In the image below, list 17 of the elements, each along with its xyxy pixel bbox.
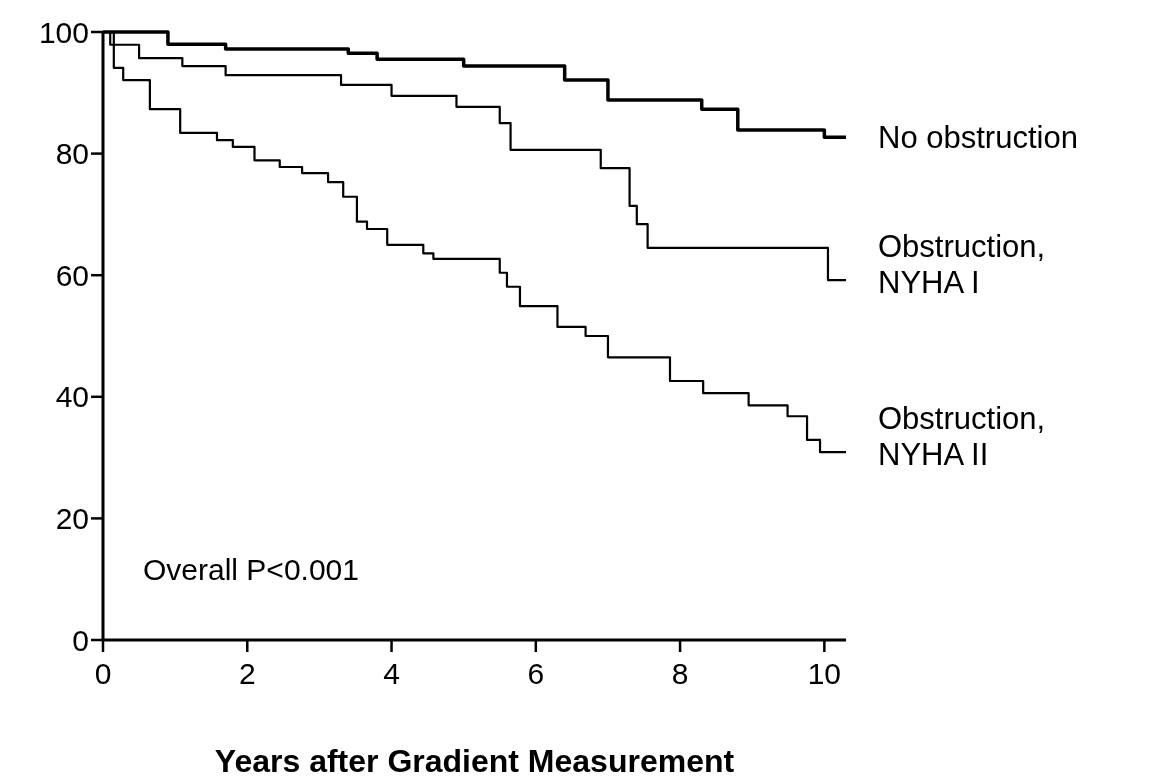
y-tick-label: 0	[72, 623, 89, 657]
x-tick-label: 6	[527, 657, 545, 690]
series-label: Obstruction, NYHA I	[878, 228, 1046, 300]
x-tick-label: 0	[94, 657, 112, 690]
annotation: Overall P<0.001	[143, 553, 359, 586]
y-tick-label: 60	[55, 258, 89, 292]
x-axis-title: Years after Gradient Measurement	[214, 743, 735, 779]
x-tick-label: 4	[383, 657, 400, 690]
x-tick-label: 2	[238, 657, 256, 690]
y-tick-label: 100	[38, 15, 89, 49]
y-tick-label: 40	[55, 380, 89, 414]
x-tick-label: 8	[671, 657, 689, 690]
y-tick-label: 80	[55, 137, 89, 171]
x-tick-label: 10	[807, 657, 842, 690]
series-label: No obstruction	[878, 120, 1078, 156]
series-label: Obstruction, NYHA II	[878, 400, 1046, 472]
y-tick-label: 20	[55, 501, 89, 535]
